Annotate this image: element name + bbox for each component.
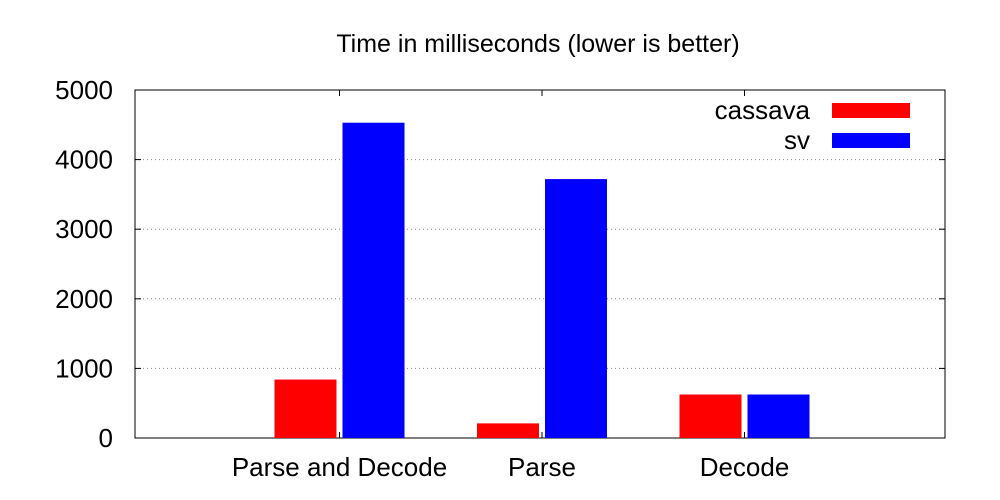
- y-tick-label: 3000: [55, 214, 113, 244]
- y-tick-label: 4000: [55, 145, 113, 175]
- y-tick-label: 5000: [55, 75, 113, 105]
- bar-cassava: [477, 423, 539, 438]
- y-tick-label: 2000: [55, 284, 113, 314]
- chart-title: Time in milliseconds (lower is better): [336, 30, 739, 58]
- bar-cassava: [679, 394, 742, 438]
- x-tick-label: Parse: [508, 452, 576, 482]
- bar-cassava: [274, 379, 337, 438]
- y-tick-label: 0: [99, 423, 113, 453]
- bars: [274, 122, 810, 438]
- y-tick-label: 1000: [55, 353, 113, 383]
- bar-sv: [342, 122, 405, 438]
- x-tick-label: Parse and Decode: [232, 452, 447, 482]
- bar-sv: [545, 179, 607, 438]
- legend-swatch-sv: [832, 133, 910, 148]
- legend-label-sv: sv: [784, 125, 810, 155]
- legend-swatch-cassava: [832, 103, 910, 118]
- grid-lines: [135, 159, 945, 369]
- x-axis: Parse and Decode Parse Decode: [232, 90, 790, 482]
- x-tick-label: Decode: [700, 452, 790, 482]
- legend-label-cassava: cassava: [715, 95, 811, 125]
- bar-sv: [747, 394, 810, 438]
- plot-frame: [134, 89, 946, 439]
- y-axis: 0 1000 2000 3000 4000 5000: [55, 75, 945, 453]
